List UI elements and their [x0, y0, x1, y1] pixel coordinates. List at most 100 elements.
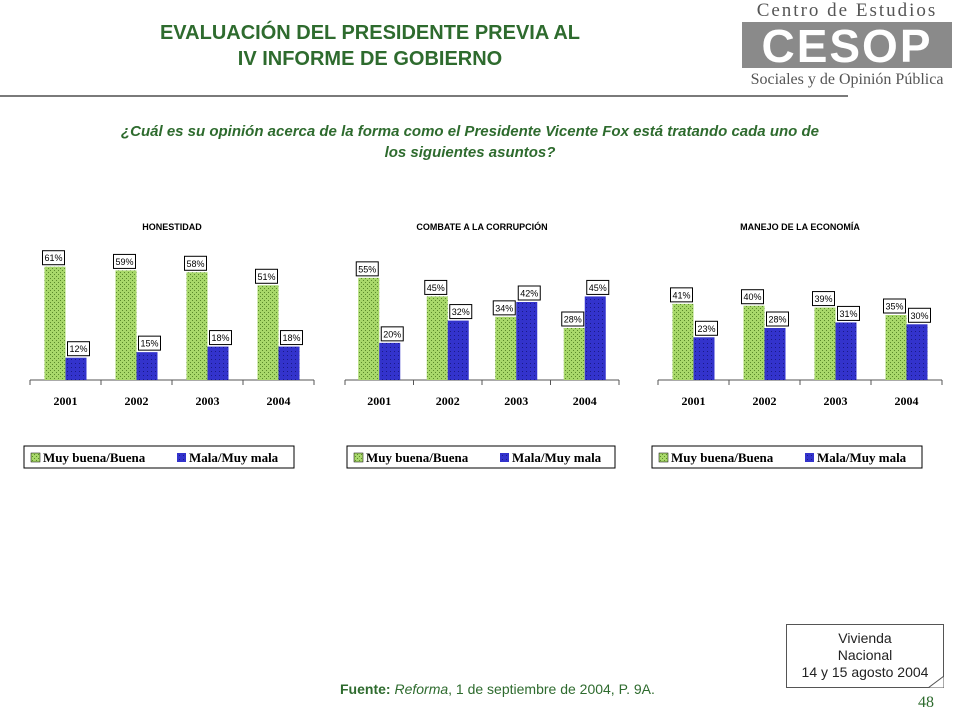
header-divider [0, 95, 848, 97]
sample-note: Vivienda Nacional 14 y 15 agosto 2004 [786, 624, 944, 688]
bar-muy-buena-buena [563, 328, 585, 380]
cesop-logo-text: CESOP [761, 22, 932, 68]
data-label-box [184, 255, 207, 271]
data-label-box [209, 330, 232, 346]
legend-box [651, 445, 923, 469]
bar-mala-muy-mala [835, 322, 857, 380]
bar-mala-muy-mala [693, 337, 715, 380]
bar-mala-muy-mala [207, 346, 229, 380]
x-tick-label: 2004 [573, 394, 597, 408]
data-label: 18% [282, 333, 300, 343]
chart-title: MANEJO DE LA ECONOMÍA [740, 222, 860, 232]
bar-mala-muy-mala [447, 320, 469, 380]
survey-question: ¿Cuál es su opinión acerca de la forma c… [20, 121, 920, 163]
data-label: 39% [814, 294, 832, 304]
data-label-box [517, 285, 541, 301]
legend-label: Muy buena/Buena [43, 450, 146, 465]
data-label: 23% [697, 324, 715, 334]
x-tick-label: 2002 [125, 394, 149, 408]
data-label-box [492, 300, 516, 316]
data-label: 28% [768, 315, 786, 325]
data-label-box [449, 304, 473, 320]
page-title-line2: IV INFORME DE GOBIERNO [237, 48, 503, 70]
data-label-box [380, 326, 404, 342]
legend-swatch-buena [30, 452, 41, 463]
data-label-box [812, 291, 835, 307]
logo-bottom-text: Sociales y de Opinión Pública [750, 71, 944, 88]
bar-mala-muy-mala [136, 352, 158, 380]
bar-muy-buena-buena [743, 305, 765, 380]
legend-swatch-mala [177, 453, 186, 462]
chart-title: HONESTIDAD [142, 222, 202, 232]
data-label-box [280, 330, 303, 346]
data-label-box [42, 250, 65, 266]
x-tick-label: 2001 [367, 394, 391, 408]
x-tick-label: 2003 [196, 394, 220, 408]
data-label-box [138, 335, 161, 351]
data-label: 20% [383, 329, 401, 339]
survey-question-line2: los siguientes asuntos? [384, 144, 556, 161]
data-label-box [741, 289, 764, 305]
source-detail: , 1 de septiembre de 2004, P. 9A. [448, 681, 655, 697]
bar-mala-muy-mala [379, 342, 401, 380]
logo-top-text: Centro de Estudios [756, 0, 938, 21]
bar-mala-muy-mala [584, 296, 606, 380]
data-label: 28% [564, 315, 582, 325]
source-label: Fuente: [340, 681, 391, 697]
legend-label: Mala/Muy mala [189, 450, 279, 465]
bar-mala-muy-mala [764, 328, 786, 380]
x-tick-label: 2001 [682, 394, 706, 408]
chart-honestidad: HONESTIDAD 61% 12% 2001 59% 15% 2002 58% 18% 2003… [23, 222, 315, 469]
bar-mala-muy-mala [516, 302, 538, 380]
legend-label: Muy buena/Buena [366, 450, 469, 465]
data-label: 51% [257, 272, 275, 282]
data-label: 34% [495, 303, 513, 313]
bar-muy-buena-buena [358, 277, 380, 380]
data-label: 12% [69, 344, 87, 354]
data-label-box [113, 253, 136, 269]
x-tick-label: 2002 [436, 394, 460, 408]
data-label-box [883, 298, 906, 314]
bar-muy-buena-buena [495, 316, 517, 380]
legend-label: Muy buena/Buena [671, 450, 774, 465]
data-label-box [837, 305, 860, 321]
data-label: 40% [743, 292, 761, 302]
bar-muy-buena-buena [885, 315, 907, 380]
data-label: 61% [44, 253, 62, 263]
note-fold-icon [928, 676, 944, 688]
bar-mala-muy-mala [278, 346, 300, 380]
x-tick-label: 2004 [895, 394, 919, 408]
bar-muy-buena-buena [115, 270, 137, 380]
data-label: 35% [885, 302, 903, 312]
data-label: 30% [910, 311, 928, 321]
legend-swatch-mala [805, 453, 814, 462]
source-publication: Reforma [394, 681, 449, 697]
data-label-box [586, 279, 610, 295]
data-label: 32% [452, 307, 470, 317]
page-number: 48 [918, 694, 934, 711]
sample-note-line1: Vivienda [838, 630, 892, 646]
survey-question-line1: ¿Cuál es su opinión acerca de la forma c… [121, 123, 819, 140]
legend-label: Mala/Muy mala [512, 450, 602, 465]
bar-muy-buena-buena [672, 303, 694, 380]
legend-swatch-buena [658, 452, 669, 463]
data-label: 42% [520, 289, 538, 299]
cesop-logo: CESOP [742, 22, 952, 68]
bar-muy-buena-buena [257, 285, 279, 380]
data-label-box [67, 341, 90, 357]
chart-manejo-economia: MANEJO DE LA ECONOMÍA 41% 23% 2001 40% 28% 200… [651, 222, 943, 469]
legend-label: Mala/Muy mala [817, 450, 907, 465]
bar-mala-muy-mala [906, 324, 928, 380]
data-label-box [670, 287, 693, 303]
x-tick-label: 2003 [504, 394, 528, 408]
data-label-box [695, 320, 718, 336]
data-label: 59% [115, 257, 133, 267]
data-label-box [355, 261, 379, 277]
page-title-line1: EVALUACIÓN DEL PRESIDENTE PREVIA AL [159, 22, 581, 44]
legend-box [23, 445, 295, 469]
chart-title: COMBATE A LA CORRUPCIÓN [416, 221, 547, 232]
chart-combate-corrupcion: COMBATE A LA CORRUPCIÓN 55% 20% 2001 45% 32% 2… [344, 221, 620, 469]
data-label-box [424, 279, 448, 295]
data-label: 15% [140, 339, 158, 349]
data-label: 45% [589, 283, 607, 293]
